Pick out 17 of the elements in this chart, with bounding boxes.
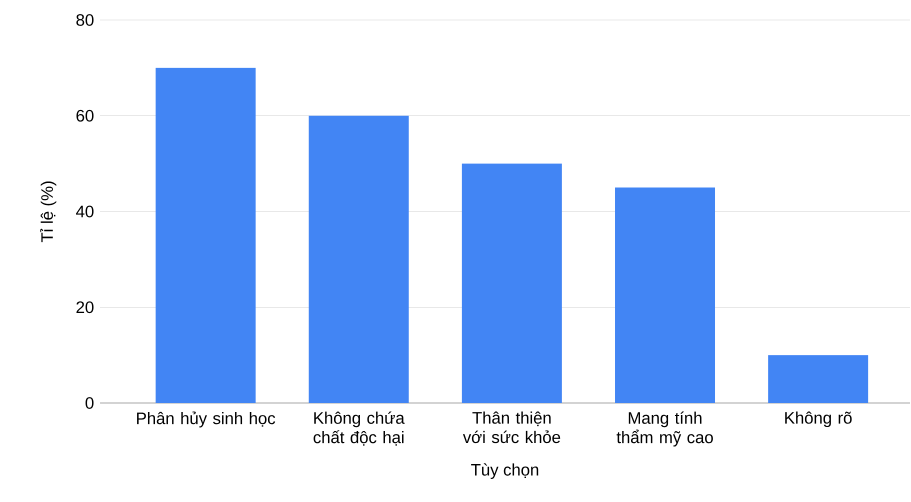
y-tick-label: 20 [76,301,94,314]
x-tick-label: Không chứa chất độc hại [314,411,405,446]
x-tick-label: Thân thiện với sức khỏe [462,411,560,444]
x-tick-label: Không rõ [785,411,852,428]
bar [768,355,868,403]
bar [156,68,256,403]
bar [615,188,716,403]
bar [308,116,409,403]
y-tick-label: 60 [76,110,94,122]
y-tick-label: 80 [76,14,94,26]
x-tick-label: Phân hủy sinh học [137,411,276,428]
y-tick-label: 0 [86,397,94,409]
y-tick-label: 40 [76,206,94,218]
x-tick-label: Mang tính thẩm mỹ cao [616,411,713,447]
x-axis-title: Tùy chọn [471,463,538,479]
y-axis-title: Tỉ lệ (%) [40,182,56,242]
bar [462,164,562,403]
